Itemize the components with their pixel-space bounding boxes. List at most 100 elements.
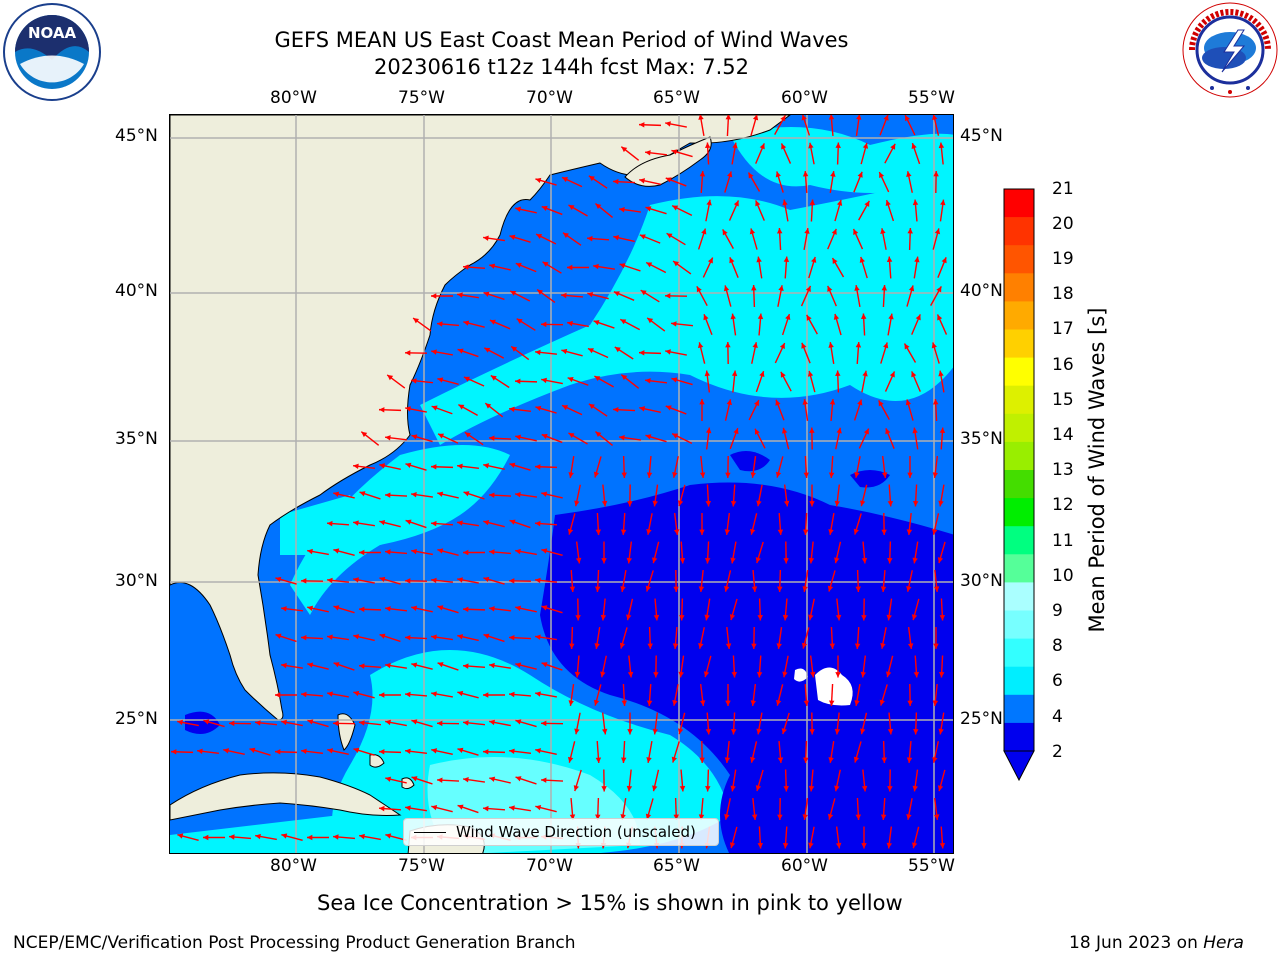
wave-arrow-head: [621, 374, 628, 381]
wave-arrow-head: [405, 691, 411, 698]
wave-arrow-head: [932, 115, 938, 121]
wave-arrow-head: [829, 399, 836, 405]
wave-arrow-head: [783, 558, 789, 564]
wave-arrow-head: [515, 662, 522, 668]
wave-arrow-head: [437, 662, 444, 668]
wave-arrow-head: [484, 347, 491, 353]
wave-arrow-head: [782, 671, 788, 678]
wave-arrow-head: [829, 643, 836, 649]
wave-arrow-head: [562, 405, 569, 411]
wave-arrow-head: [411, 434, 418, 440]
colorbar-tick: 13: [1052, 460, 1074, 480]
wave-arrow-head: [594, 643, 600, 649]
wave-arrow-head: [733, 428, 739, 435]
wave-arrow-head: [671, 321, 677, 327]
wave-arrow-head: [677, 500, 684, 507]
wave-arrow-head: [665, 349, 671, 355]
wave-arrow-head: [881, 285, 888, 291]
wave-arrow-head: [881, 529, 887, 535]
wave-arrow-head: [431, 293, 437, 299]
wave-arrow-head: [854, 700, 860, 706]
wave-arrow-head: [411, 548, 417, 555]
wave-arrow-head: [535, 464, 541, 470]
wave-arrow-head: [621, 146, 628, 153]
wave-arrow-head: [725, 643, 732, 649]
wave-arrow-head: [803, 757, 809, 763]
wave-arrow-head: [932, 399, 939, 405]
wave-arrow-head: [562, 177, 569, 183]
wave-arrow-head: [437, 720, 443, 727]
wave-arrow-head: [463, 549, 469, 556]
wave-arrow-head: [229, 834, 235, 840]
wave-arrow-head: [301, 634, 307, 641]
wave-arrow-head: [887, 558, 893, 564]
wave-arrow-head: [359, 663, 365, 669]
wave-arrow-head: [464, 432, 471, 438]
wave-arrow-head: [463, 376, 470, 382]
wave-arrow-head: [613, 235, 620, 241]
wave-arrow-head: [938, 500, 944, 507]
wave-arrow-head: [463, 663, 469, 669]
wave-arrow-head: [726, 399, 732, 406]
wave-arrow-head: [463, 320, 470, 326]
wave-arrow-head: [438, 433, 445, 439]
wave-arrow-head: [912, 199, 919, 206]
wave-arrow-head: [457, 690, 464, 697]
wave-arrow-head: [567, 756, 574, 763]
wave-arrow-head: [828, 115, 835, 120]
wave-arrow-head: [489, 549, 495, 555]
wave-arrow-head: [437, 321, 443, 327]
wave-arrow-head: [808, 785, 815, 792]
wave-arrow-head: [535, 691, 541, 697]
lon-tick-bottom: 70°W: [526, 856, 573, 876]
wave-arrow-head: [705, 501, 712, 507]
wave-arrow-head: [457, 348, 464, 354]
wave-arrow-head: [561, 348, 568, 355]
wave-arrow-head: [301, 578, 307, 584]
wave-arrow-head: [353, 463, 359, 470]
wave-arrow-head: [911, 371, 917, 378]
wave-arrow-head: [752, 342, 758, 349]
wave-arrow-head: [483, 576, 490, 583]
wave-arrow-head: [885, 428, 891, 435]
wave-arrow-head: [275, 633, 282, 639]
wave-arrow-head: [509, 406, 515, 413]
wave-arrow-head: [535, 405, 542, 412]
wave-arrow-head: [171, 749, 177, 755]
wave-arrow-head: [859, 256, 865, 263]
wave-arrow-head: [255, 833, 261, 840]
graticule: [170, 115, 953, 853]
wave-arrow-head: [463, 777, 469, 783]
wave-arrow-head: [828, 700, 835, 706]
wave-arrow-head: [699, 472, 706, 478]
wave-arrow-head: [281, 833, 288, 839]
colorbar-block: [1004, 498, 1034, 527]
wave-arrow-head: [932, 756, 938, 763]
wave-arrow-head: [437, 491, 444, 497]
colorbar-tick: 9: [1052, 601, 1063, 621]
wave-arrow-head: [803, 700, 810, 706]
wave-arrow-head: [515, 378, 521, 385]
wave-arrow-head: [828, 529, 834, 535]
wave-arrow-head: [307, 719, 314, 725]
wave-arrow-head: [782, 842, 789, 849]
wave-arrow-head: [379, 576, 386, 583]
wave-arrow-head: [861, 785, 868, 792]
wave-arrow-head: [783, 786, 789, 792]
wave-arrow-head: [938, 672, 945, 678]
wave-arrow-head: [574, 671, 581, 678]
wave-period-map: [170, 115, 953, 853]
wave-arrow-head: [203, 834, 209, 841]
wave-arrow-head: [600, 671, 606, 678]
wave-arrow-head: [569, 814, 576, 820]
map-legend: Wind Wave Direction (unscaled): [403, 818, 719, 846]
wave-arrow-head: [733, 200, 739, 207]
wave-arrow-head: [621, 472, 627, 478]
wave-arrow-head: [905, 399, 912, 406]
wave-arrow-head: [601, 500, 608, 507]
wave-arrow-head: [229, 720, 235, 727]
wave-arrow-head: [915, 314, 921, 321]
wave-arrow-head: [879, 699, 885, 706]
wave-arrow-head: [437, 777, 443, 783]
wave-arrow-head: [483, 692, 489, 698]
